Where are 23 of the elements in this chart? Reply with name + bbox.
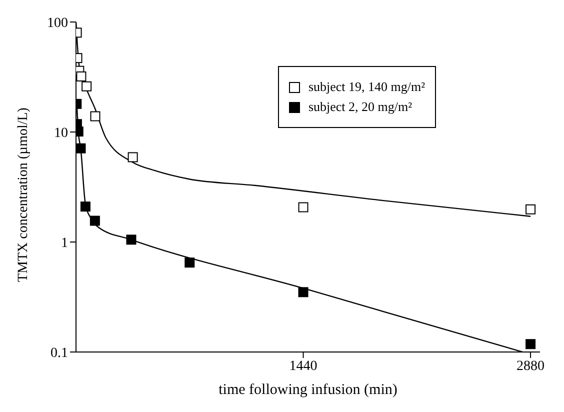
legend-label: subject 2, 20 mg/m² [308, 99, 412, 115]
point [526, 204, 536, 214]
legend-label: subject 19, 140 mg/m² [308, 79, 425, 95]
y-axis-title: TMTX concentration (µmol/L) [16, 107, 31, 282]
x-tick-label: 2880 [516, 358, 545, 374]
y-tick-label: 0.1 [50, 346, 68, 361]
y-tick-label: 1 [61, 236, 68, 251]
point [90, 111, 100, 122]
x-axis-title: time following infusion (min) [218, 382, 398, 398]
point [298, 202, 308, 212]
point [76, 143, 86, 154]
point [80, 202, 90, 212]
point [90, 216, 100, 226]
point [526, 339, 536, 350]
point [298, 287, 308, 298]
point [76, 71, 86, 82]
x-tick-label: 1440 [289, 358, 318, 374]
y-tick-label: 100 [47, 16, 68, 31]
y-tick-label: 10 [54, 126, 68, 141]
point [128, 152, 138, 162]
point [184, 258, 195, 268]
point [82, 81, 92, 92]
point [126, 234, 136, 245]
